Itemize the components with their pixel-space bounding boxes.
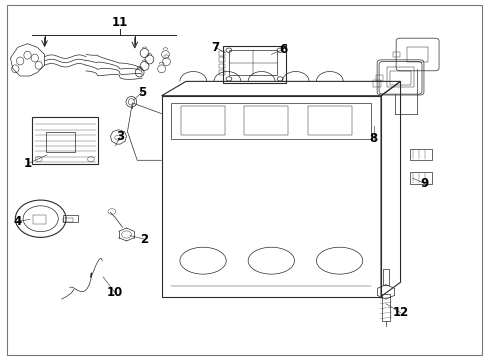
Text: 8: 8: [369, 132, 377, 145]
Text: 7: 7: [211, 41, 219, 54]
Bar: [181, 107, 224, 135]
Bar: [244, 107, 288, 135]
Bar: [228, 50, 276, 75]
Bar: [386, 67, 413, 87]
Text: 11: 11: [112, 16, 128, 29]
Text: 2: 2: [140, 233, 148, 246]
Bar: [219, 64, 224, 68]
Bar: [409, 149, 431, 160]
Text: 3: 3: [116, 130, 124, 144]
Text: 5: 5: [138, 86, 146, 99]
Text: 6: 6: [279, 42, 287, 55]
Text: 1: 1: [23, 157, 32, 170]
Bar: [219, 70, 224, 75]
Bar: [409, 172, 431, 184]
Bar: [219, 51, 224, 55]
Bar: [389, 71, 410, 85]
Bar: [381, 294, 389, 320]
Bar: [33, 215, 45, 225]
Text: 12: 12: [391, 306, 408, 319]
Bar: [222, 45, 285, 83]
Bar: [219, 57, 224, 62]
Text: 4: 4: [14, 215, 22, 228]
Bar: [375, 75, 382, 81]
Bar: [171, 103, 370, 139]
Text: 9: 9: [420, 177, 428, 190]
Bar: [63, 215, 78, 222]
Bar: [307, 107, 351, 135]
Bar: [63, 218, 73, 222]
Text: 10: 10: [107, 287, 123, 300]
Bar: [372, 80, 380, 87]
Bar: [382, 269, 388, 285]
Bar: [392, 51, 399, 57]
Bar: [32, 117, 98, 164]
Bar: [45, 132, 75, 152]
Bar: [406, 47, 427, 62]
